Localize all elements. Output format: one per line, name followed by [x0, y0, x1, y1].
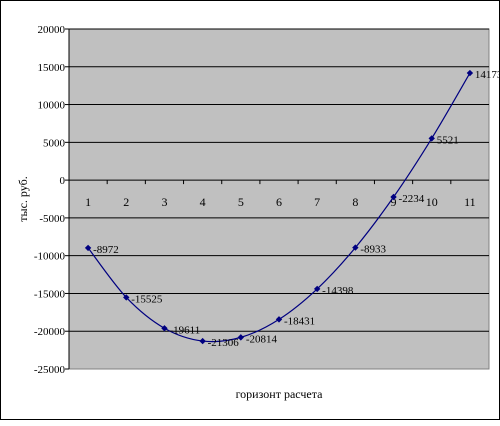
data-label: 14173: [475, 69, 500, 81]
x-category-label: 10: [426, 195, 438, 209]
data-label: -14398: [322, 285, 354, 297]
plot-area: [68, 28, 490, 370]
x-category-label: 7: [314, 195, 320, 209]
data-label: -15525: [131, 293, 163, 305]
x-category-label: 1: [85, 195, 91, 209]
y-tick-label: -20000: [34, 326, 66, 338]
series: [84, 69, 474, 345]
data-labels: -8972 -15525 -19611 -21306 -20814 -18431 -1439…: [93, 69, 500, 349]
data-point-marker: [161, 325, 168, 332]
y-tick-label: 20000: [38, 24, 66, 36]
x-axis-title: горизонт расчета: [236, 387, 324, 401]
data-point-marker: [313, 285, 321, 293]
y-tick-label: 10000: [38, 100, 66, 112]
data-point-marker: [84, 244, 92, 252]
gridlines: [65, 28, 489, 370]
data-label: 5521: [437, 134, 459, 146]
data-label: -2234: [399, 193, 425, 205]
y-tick-label: 5000: [43, 137, 66, 149]
x-category-label: 5: [238, 195, 244, 209]
x-category-label: 9: [391, 195, 397, 209]
x-category-label: 8: [352, 195, 358, 209]
y-tick-label: -5000: [39, 213, 65, 225]
y-tick-label: 0: [60, 175, 66, 187]
data-label: -19611: [169, 324, 200, 336]
data-label: -21306: [208, 337, 240, 349]
x-category-label: 2: [123, 195, 129, 209]
data-point-marker: [352, 244, 359, 251]
x-category-label: 11: [464, 195, 476, 209]
y-axis-title: тыс. руб.: [16, 176, 30, 221]
data-point-marker: [390, 193, 397, 201]
data-point-marker: [466, 69, 474, 77]
plot-layer: [68, 28, 490, 370]
y-tick-label: 15000: [38, 62, 66, 74]
y-tick-labels: 20000 15000 10000 5000 0 -5000 -10000 -15000 -20…: [34, 24, 66, 376]
x-category-label: 3: [161, 195, 167, 209]
y-tick-label: -10000: [34, 251, 66, 263]
x-category-label: 4: [200, 195, 206, 209]
data-point-marker: [123, 294, 130, 301]
y-tick-label: -15000: [34, 288, 66, 300]
data-point-marker: [428, 135, 435, 142]
x-category-labels: 1 2 3 4 5 6 7 8 9 10 11: [85, 195, 476, 209]
data-label: -18431: [284, 315, 315, 327]
data-point-marker: [237, 334, 245, 341]
x-category-label: 6: [276, 195, 282, 209]
data-label: -8972: [93, 244, 119, 256]
data-label: -8933: [360, 244, 386, 256]
data-label: -20814: [246, 333, 278, 345]
data-point-marker: [199, 337, 206, 345]
data-point-marker: [275, 316, 283, 323]
y-tick-label: -25000: [34, 364, 66, 376]
